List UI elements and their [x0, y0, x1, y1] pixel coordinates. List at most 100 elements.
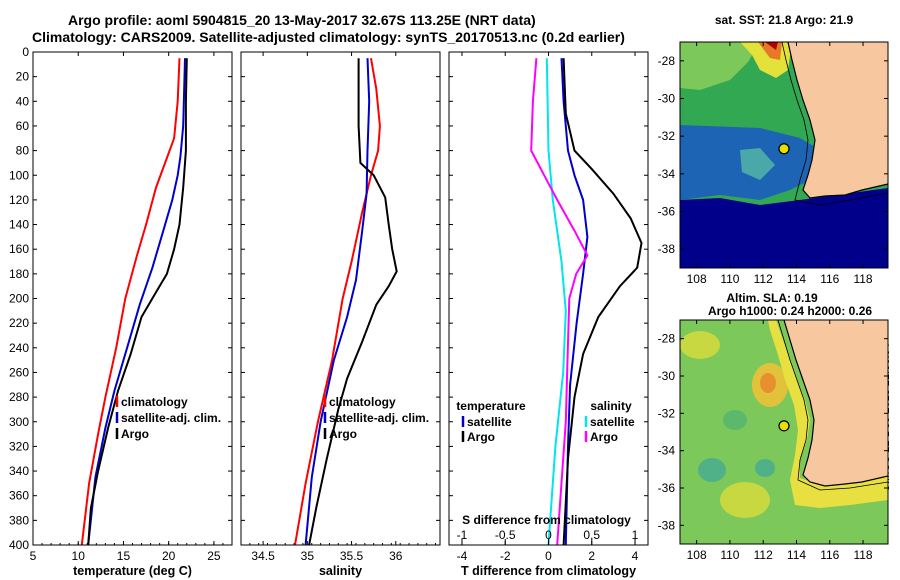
sla-coastal-band	[768, 320, 888, 508]
x-tick-label: 35	[301, 549, 315, 563]
sla-low-2	[755, 459, 775, 477]
land-mass-2	[784, 320, 888, 486]
y-tick-label: 120	[9, 193, 29, 207]
sla-map-axes: 108 110 112 114 116 118 -28 -30 -32 -34 -36 -38	[658, 320, 888, 562]
series-line-climatology	[294, 58, 381, 546]
map-x-tick-label: 114	[787, 272, 806, 286]
y-tick-label: 100	[9, 168, 29, 182]
map-y-tick-label: -38	[658, 242, 676, 256]
coastline-2	[783, 320, 888, 487]
y-tick-label: 220	[9, 316, 29, 330]
s-tick-label: 0	[545, 528, 552, 542]
y-tick-label: 360	[9, 489, 29, 503]
s-tick-label: -0.5	[495, 528, 516, 542]
x-tick-label: 5	[30, 549, 37, 563]
sst-eddy	[740, 148, 775, 180]
series-line-climatology	[80, 58, 181, 546]
sla-map	[679, 319, 889, 545]
temperature-profile-frame	[32, 51, 233, 546]
y-tick-label: 180	[9, 267, 29, 281]
map-x-tick-label: 108	[687, 548, 707, 562]
series-line-s-satellite	[545, 58, 567, 546]
y-tick-label: 160	[9, 242, 29, 256]
x-tick-label: 34.5	[251, 549, 275, 563]
y-tick-label: 280	[9, 390, 29, 404]
y-tick-label: 400	[9, 538, 29, 552]
series-line-satellite-adj.-clim.	[304, 58, 371, 546]
map-x-tick-label: 112	[754, 548, 773, 562]
legend-title-temperature: temperature	[456, 399, 526, 413]
legend-item: satellite	[590, 415, 635, 429]
legend-item: Argo	[329, 427, 357, 441]
y-tick-label: 380	[9, 513, 29, 527]
sst-deep-ocean	[680, 188, 888, 268]
x-tick-label: -2	[500, 549, 511, 563]
map-x-tick-label: 108	[687, 272, 707, 286]
sst-map-title: sat. SST: 21.8 Argo: 21.9	[715, 13, 854, 27]
argo-position-marker	[778, 143, 790, 155]
series-line-t-satellite	[560, 58, 589, 546]
temperature-profile-panel: 0 20 40 60 80 100 120 140 160 180 200 220 240 260 280 3…	[9, 45, 233, 578]
map-x-tick-label: 116	[820, 272, 839, 286]
land-mass	[780, 42, 888, 198]
y-tick-label: 240	[9, 341, 29, 355]
difference-profile-panel: -4 -2 0 2 4T difference from climatology temp…	[448, 51, 649, 578]
legend-item: climatology	[121, 395, 188, 409]
chart-title-line1: Argo profile: aoml 5904815_20 13-May-201…	[68, 12, 536, 28]
s-tick-label: 1	[632, 528, 639, 542]
map-y-tick-label: -30	[658, 92, 676, 106]
sla-high-2	[680, 331, 720, 359]
map-y-tick-label: -30	[658, 369, 676, 383]
map-x-tick-label: 114	[787, 548, 806, 562]
sst-hottest-patch	[765, 42, 778, 50]
map-y-tick-label: -36	[658, 481, 676, 495]
series-line-s-argo	[530, 58, 589, 546]
depth-contour-2	[777, 320, 888, 491]
y-tick-label: 320	[9, 439, 29, 453]
y-tick-label: 200	[9, 292, 29, 306]
s-axis-label: S difference from climatology	[462, 513, 631, 527]
s-tick-label: -1	[457, 528, 468, 542]
x-tick-label: 25	[207, 549, 221, 563]
argo-position-marker	[778, 420, 790, 432]
map-y-tick-label: -32	[658, 406, 676, 420]
x-tick-label: 36	[389, 549, 403, 563]
s-tick-label: 0.5	[583, 528, 600, 542]
series-line-t-argo	[562, 58, 643, 546]
x-tick-label: 0	[545, 549, 552, 563]
depth-contour	[781, 42, 888, 206]
legend-item: Argo	[590, 430, 618, 444]
y-tick-label: 260	[9, 365, 29, 379]
sla-map-title: Altim. SLA: 0.19	[726, 291, 818, 305]
sla-high-core	[760, 373, 776, 393]
y-tick-label: 20	[16, 70, 30, 84]
x-tick-label: -4	[457, 549, 468, 563]
map-y-tick-label: -36	[658, 205, 676, 219]
map-x-tick-label: 118	[853, 272, 872, 286]
map-x-tick-label: 112	[754, 272, 773, 286]
x-tick-label: 20	[162, 549, 176, 563]
x-axis-label: salinity	[319, 564, 362, 578]
y-tick-label: 40	[16, 94, 30, 108]
x-tick-label: 10	[72, 549, 86, 563]
coastline	[787, 42, 888, 199]
sla-high-3	[720, 482, 770, 518]
series-line-argo	[308, 58, 398, 546]
x-tick-label: 35.5	[340, 549, 364, 563]
salinity-profile-panel: 34.5 35 35.5 36 salinity climatology satellite…	[240, 51, 441, 578]
legend-title-salinity: salinity	[590, 399, 632, 413]
y-tick-label: 300	[9, 415, 29, 429]
map-y-tick-label: -34	[658, 444, 676, 458]
x-tick-label: 15	[117, 549, 131, 563]
sla-low-3	[723, 410, 747, 430]
legend-item: climatology	[329, 395, 396, 409]
legend-item: Argo	[467, 430, 495, 444]
x-tick-label: 2	[588, 549, 595, 563]
x-axis-label: temperature (deg C)	[73, 564, 192, 578]
map-y-tick-label: -38	[658, 518, 676, 532]
salinity-profile-frame	[240, 51, 441, 546]
map-y-tick-label: -32	[658, 129, 676, 143]
legend-item: satellite-adj. clim.	[121, 411, 221, 425]
map-y-tick-label: -34	[658, 167, 676, 181]
